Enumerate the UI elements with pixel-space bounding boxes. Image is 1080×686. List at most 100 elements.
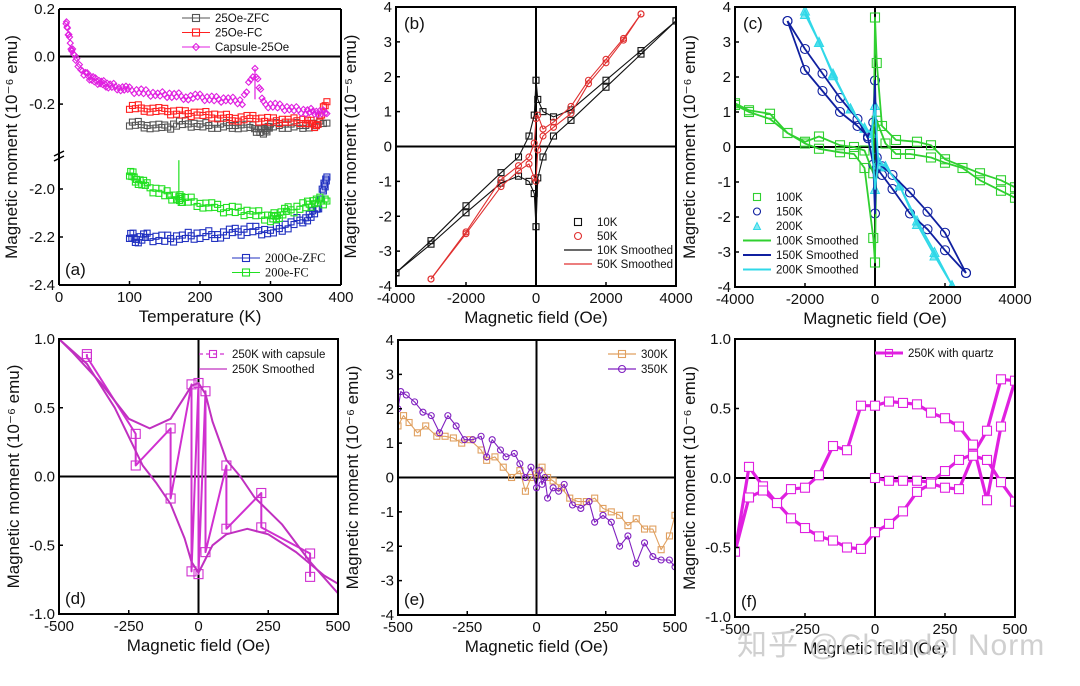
data-point <box>834 106 846 118</box>
data-point <box>967 450 979 461</box>
data-point <box>525 177 533 185</box>
data-point <box>307 116 315 124</box>
y-tick-label: -1.0 <box>29 606 55 623</box>
data-point <box>911 399 923 410</box>
data-point <box>256 487 267 499</box>
data-point <box>549 484 557 492</box>
data-point <box>271 99 279 108</box>
data-point <box>483 453 491 461</box>
data-point <box>514 172 523 180</box>
data-point <box>322 177 330 185</box>
data-point <box>799 482 811 493</box>
data-point <box>649 525 657 533</box>
data-point <box>939 227 951 238</box>
y-tick-label: -3 <box>379 243 392 260</box>
legend-label: 100K <box>776 192 803 204</box>
data-point <box>462 202 470 210</box>
legend-item: 250K with quartz <box>875 348 994 360</box>
legend-item: 200Oe-ZFC <box>232 251 325 265</box>
panel-label: (d) <box>65 589 86 608</box>
plot-area <box>59 339 338 614</box>
y-tick-label: -0.5 <box>705 540 731 557</box>
data-point <box>63 24 72 32</box>
data-point <box>813 470 825 481</box>
panel-e: -500 -250 0 250 500 -4 -3 -2 -1 0 1 2 3 4 Magnetic fie… <box>343 332 688 656</box>
y-axis-title: Magnetic moment (10⁻⁶ emu) <box>4 365 23 589</box>
data-point <box>649 553 657 561</box>
legend-item: 250K with capsule <box>199 349 325 361</box>
data-point <box>269 229 277 237</box>
data-point <box>539 132 547 140</box>
data-point <box>599 511 607 519</box>
data-point <box>577 504 585 512</box>
data-point <box>939 245 951 256</box>
y-axis-title: Magnetic moment (10⁻⁶ emu) <box>343 366 362 590</box>
data-point <box>322 175 330 183</box>
panel-c: -4000 -2000 0 2000 4000 -4 -3 -2 -1 0 1 2 3 4 Magnetic… <box>680 0 1032 328</box>
x-tick-label: -250 <box>790 621 820 638</box>
data-point <box>782 127 793 139</box>
data-point <box>99 76 108 85</box>
x-tick-label: 500 <box>325 618 350 635</box>
legend-item: 100K Smoothed <box>743 236 858 248</box>
x-tick-label: -2000 <box>447 290 485 307</box>
legend-marker <box>752 192 762 202</box>
data-point <box>585 498 593 506</box>
data-point <box>130 460 141 471</box>
series-150k-smoothed <box>786 20 967 274</box>
data-point <box>539 153 547 161</box>
data-point <box>238 100 247 109</box>
y-tick-label: 3 <box>384 34 392 51</box>
y-axis-title: Magnetic moment (10⁻⁵ emu) <box>341 35 360 259</box>
series-line <box>396 20 676 274</box>
data-point <box>743 461 755 472</box>
x-tick-label: 0 <box>55 289 63 306</box>
legend-item: 150K <box>752 207 803 219</box>
data-point <box>827 440 839 452</box>
legend-label: 200e-FC <box>265 266 309 280</box>
legend-item: 250K Smoothed <box>199 364 314 376</box>
data-point <box>497 169 505 177</box>
data-point <box>427 275 435 283</box>
data-point <box>405 418 413 427</box>
legend-marker <box>191 42 201 52</box>
data-point <box>841 445 853 456</box>
data-point <box>242 88 251 96</box>
y-tick-label: -0.2 <box>29 96 55 113</box>
data-point <box>525 153 533 161</box>
data-point <box>922 206 933 217</box>
data-point <box>953 421 965 432</box>
data-point <box>177 195 185 203</box>
data-point <box>514 167 523 175</box>
x-tick-label: 250 <box>256 618 281 635</box>
data-point <box>254 75 262 83</box>
x-tick-label: -250 <box>452 619 482 636</box>
data-point <box>827 535 839 546</box>
data-point <box>939 413 951 424</box>
data-point <box>67 45 75 53</box>
y-tick-label: -3 <box>718 244 731 261</box>
data-point <box>995 185 1007 196</box>
y-tick-label: 0.2 <box>34 1 55 18</box>
legend-marker <box>752 207 762 216</box>
data-point <box>591 518 599 526</box>
data-point <box>510 449 518 457</box>
y-tick-label: 0.5 <box>710 401 731 418</box>
legend-marker <box>208 349 218 359</box>
watermark: 知乎 @Chandel Norm <box>737 629 1045 662</box>
data-point <box>469 436 477 444</box>
data-point <box>86 72 95 81</box>
y-axis-title: Magnetic moment (10⁻⁶ emu) <box>680 366 699 590</box>
data-point <box>1009 192 1015 203</box>
x-tick-label: 200 <box>187 289 212 306</box>
legend-label: 10K <box>597 217 618 229</box>
data-point <box>462 209 470 217</box>
x-tick-label: -500 <box>44 618 74 635</box>
legend-label: 50K Smoothed <box>597 259 673 271</box>
y-tick-label: -1.0 <box>705 609 731 626</box>
data-point <box>619 36 628 44</box>
data-point <box>527 463 535 471</box>
data-point <box>541 473 549 482</box>
data-point <box>321 109 329 117</box>
data-point <box>256 85 265 94</box>
